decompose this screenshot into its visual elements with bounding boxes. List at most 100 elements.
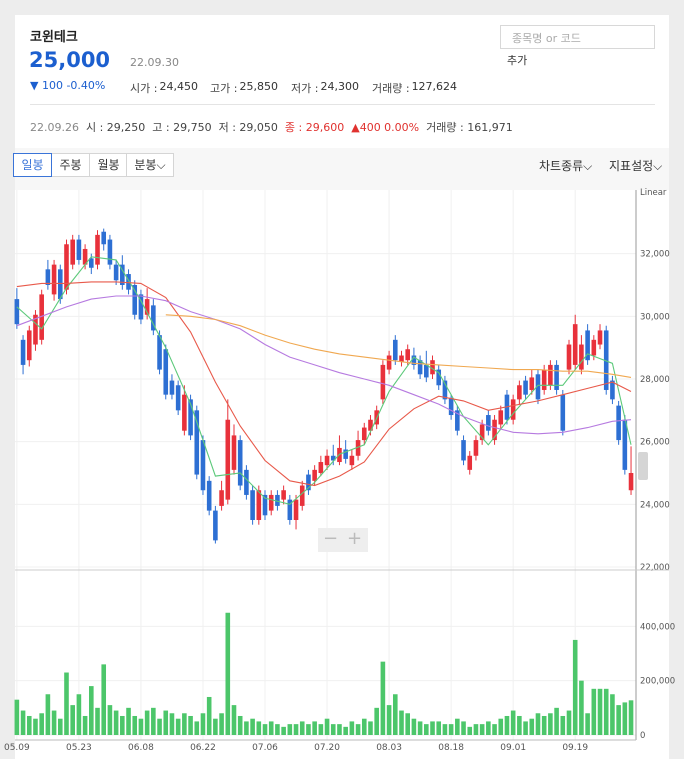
- volume-bar: [386, 705, 392, 735]
- candle-body: [64, 244, 69, 290]
- y-tick-label: 28,000: [640, 375, 670, 385]
- volume-bar: [380, 661, 386, 735]
- zoom-out[interactable]: −: [323, 528, 339, 549]
- candle-body: [95, 234, 100, 265]
- volume-bar: [597, 688, 603, 735]
- ma-line: [165, 314, 632, 378]
- volume-bar: [293, 724, 299, 735]
- candle-body: [39, 294, 44, 340]
- candle-body: [448, 397, 454, 416]
- volume-bar: [486, 721, 491, 735]
- indicator-menu[interactable]: 지표설정⌵: [609, 159, 663, 173]
- candle-body: [392, 339, 398, 361]
- field-value: 25,850: [239, 80, 278, 93]
- candle-body: [330, 455, 336, 461]
- volume-bar: [361, 718, 367, 735]
- candle-body: [343, 449, 348, 459]
- candle-body: [231, 435, 237, 470]
- volume-bar: [299, 721, 305, 735]
- candle-body: [138, 294, 144, 320]
- volume-bar: [324, 718, 330, 735]
- scroll-handle: [638, 452, 648, 480]
- tab[interactable]: 주봉: [51, 153, 90, 177]
- tab[interactable]: 월봉: [89, 153, 128, 177]
- candle-body: [597, 330, 603, 345]
- volume-bar: [107, 705, 113, 735]
- date: 22.09.30: [130, 56, 179, 69]
- volume-bar: [144, 710, 150, 735]
- candle-body: [585, 330, 590, 361]
- candle-body: [566, 344, 572, 370]
- volume-bar: [548, 713, 553, 735]
- volume-bar: [448, 724, 454, 735]
- volume-bar: [138, 718, 144, 735]
- candle-body: [275, 494, 280, 506]
- candle-body: [213, 510, 218, 541]
- volume-bar: [200, 713, 206, 735]
- volume-bar: [64, 672, 69, 735]
- volume-bar: [473, 724, 479, 735]
- y-tick-label: 30,000: [640, 312, 670, 322]
- candle-body: [132, 285, 138, 315]
- candle-body: [157, 335, 162, 370]
- volume-bar: [442, 724, 448, 735]
- volume-bar: [51, 710, 57, 735]
- volume-bar: [535, 713, 541, 735]
- volume-bar: [343, 726, 348, 735]
- volume-bar: [368, 721, 373, 735]
- volume-bar: [182, 713, 187, 735]
- ma-line: [16, 295, 632, 435]
- volume-bar: [175, 718, 181, 735]
- prev-row: 22.09.26 시 : 29,250 고 : 29,750 저 : 29,05…: [30, 119, 513, 135]
- volume-bar: [213, 718, 218, 735]
- volume-bar: [399, 710, 404, 735]
- volume-bar: [616, 705, 621, 735]
- volume-tick-label: 0: [640, 731, 645, 741]
- y-tick-label: 32,000: [640, 250, 670, 260]
- x-tick-label: 09.01: [500, 743, 526, 753]
- volume-bar: [57, 718, 63, 735]
- field-value: 127,624: [411, 80, 458, 93]
- volume-bar: [82, 715, 88, 735]
- candle-body: [163, 349, 169, 395]
- tab[interactable]: 일봉: [13, 153, 52, 177]
- zoom-in[interactable]: +: [347, 528, 363, 549]
- add-button[interactable]: 추가: [507, 54, 528, 67]
- candle-body: [20, 339, 26, 365]
- x-tick-label: 05.09: [4, 743, 30, 753]
- volume-bar: [405, 713, 411, 735]
- candle-body: [70, 239, 75, 265]
- x-tick-label: 05.23: [66, 743, 92, 753]
- candle-body: [622, 419, 628, 470]
- candle-body: [144, 299, 150, 315]
- volume-bar: [523, 721, 528, 735]
- volume-bar: [517, 715, 522, 735]
- search-placeholder: 종목명 or 코드: [512, 32, 581, 45]
- zoom-controls: − +: [318, 528, 368, 552]
- tab[interactable]: 분봉⌵: [126, 153, 174, 177]
- volume-bar: [392, 694, 398, 735]
- candle-body: [33, 314, 38, 345]
- volume-bar: [628, 700, 634, 735]
- candle-body: [206, 480, 212, 511]
- candle-body: [628, 473, 634, 491]
- candle-body: [510, 399, 516, 420]
- chart-type-menu[interactable]: 차트종류⌵: [539, 159, 593, 173]
- candle-body: [262, 494, 268, 516]
- candle-body: [225, 419, 231, 500]
- search-box[interactable]: 종목명 or 코드: [500, 25, 655, 49]
- y-tick-label: 22,000: [640, 563, 670, 573]
- volume-bar: [554, 707, 559, 735]
- volume-bar: [560, 715, 566, 735]
- volume-bar: [169, 713, 175, 735]
- volume-bar: [256, 721, 262, 735]
- candle-body: [349, 455, 355, 466]
- volume-bar: [610, 694, 615, 735]
- candle-body: [200, 440, 206, 491]
- candle-body: [411, 355, 417, 365]
- change: ▼ 100 -0.40%: [30, 79, 106, 92]
- candle-body: [107, 239, 113, 265]
- candle-body: [603, 330, 609, 390]
- volume-bar: [250, 718, 255, 735]
